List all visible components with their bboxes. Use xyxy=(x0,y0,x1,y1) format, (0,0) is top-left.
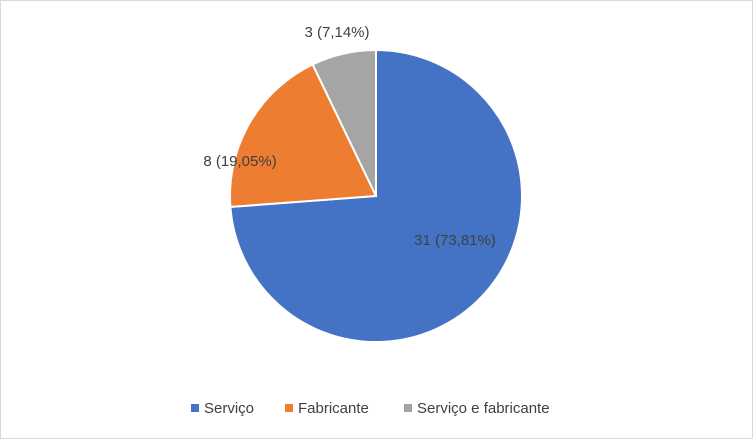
legend-marker xyxy=(404,404,412,412)
pie-slice xyxy=(311,48,377,197)
pie-slice xyxy=(229,63,378,208)
legend-marker xyxy=(285,404,293,412)
data-label: 31 (73,81%) xyxy=(414,232,496,249)
data-label: 3 (7,14%) xyxy=(304,24,369,41)
data-label: 8 (19,05%) xyxy=(203,153,276,170)
legend-label: Serviço xyxy=(204,400,254,417)
legend-marker xyxy=(191,404,199,412)
legend-label: Fabricante xyxy=(298,400,369,417)
legend-label: Serviço e fabricante xyxy=(417,400,550,417)
